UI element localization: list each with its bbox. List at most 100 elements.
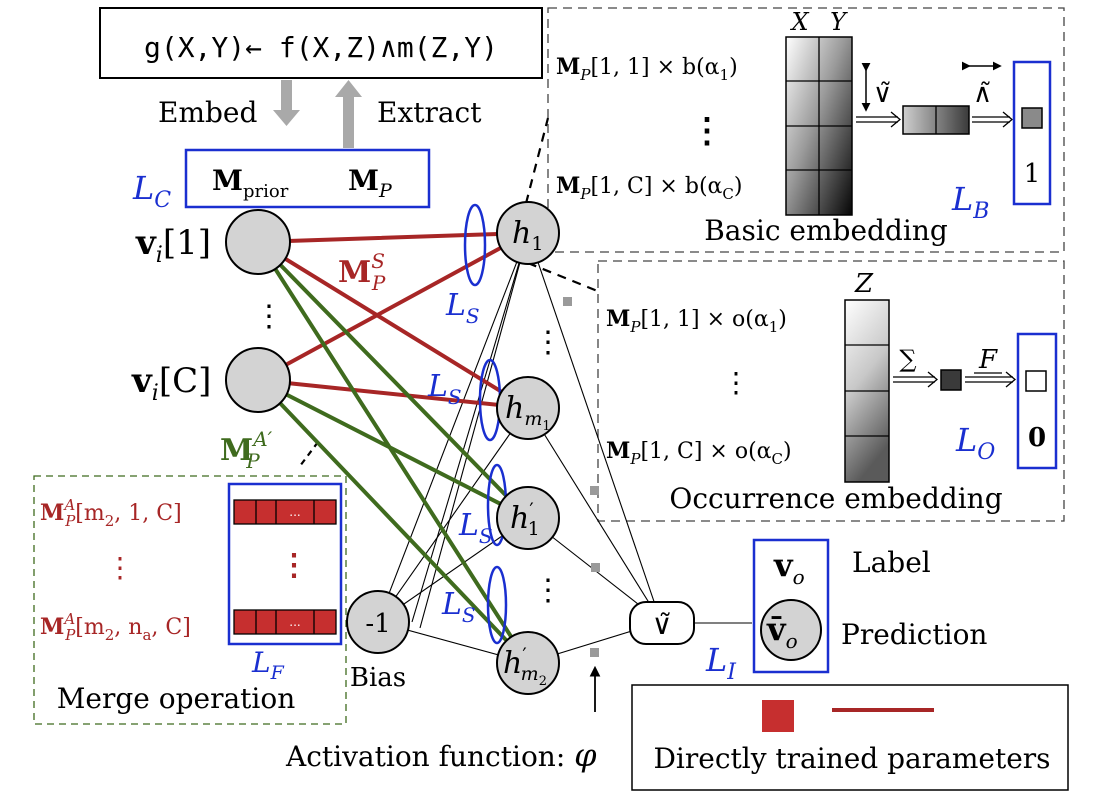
basic-and-symbol: ∧̃ [973,79,992,109]
occ-sum-square [940,369,962,391]
occ-row-c: MP[1, C] × o(αC) [606,438,792,468]
basic-col-y: Y [830,8,848,36]
lb-box [1012,60,1052,206]
legend-red-square [762,700,794,732]
m-prior: Mprior [212,164,289,202]
m-p: MP [348,164,393,202]
occ-col-z: Z [854,269,874,299]
occ-sum-symbol: ∑ [899,345,916,373]
lc-box [184,148,431,209]
hidden-vdots-2: ⋮ [533,573,563,608]
basic-embedding-box [547,7,1065,253]
hidden-node-h1p [496,486,560,550]
output-vo-bar: v̄o [766,610,798,653]
basic-col-x: X [789,8,809,36]
basic-row-c: MP[1, C] × b(αC) [556,173,742,203]
ls-ellipse-4 [486,565,508,645]
occ-vdots: ⋮ [722,366,750,399]
activation-square-4 [590,648,599,657]
basic-flow-2 [972,111,1014,128]
occ-output-value: 0 [1028,423,1046,453]
hidden-label-hm2: h′ m2 [503,644,547,689]
label-lf: LF [251,646,285,684]
output-or-symbol: ∨̃ [652,608,673,641]
output-or-node [629,601,695,645]
embed-arrow [273,80,300,126]
basic-or-symbol: ∨̃ [873,79,892,109]
lo-box [1016,332,1058,470]
occ-f-symbol: F [978,345,998,375]
occ-output-square [1025,370,1047,392]
legend-box [631,684,1069,791]
zoom-line-merge [299,441,319,467]
rule-text: g(X,Y)← f(X,Z)∧m(Z,Y) [144,31,498,64]
input-vdots: ⋮ [254,299,284,334]
ma-parameter-lines [256,240,530,665]
activation-markers [563,297,600,657]
label-li: LI [705,641,737,685]
label-ls-2: LS [427,369,462,409]
hidden-label-h1: h1 [512,216,543,255]
activation-square-3 [591,563,600,572]
occ-flow-2 [965,371,1017,388]
merge-row-1: MA P[m2, 1, C] [40,496,182,530]
hidden-label-hm1: hm1 [505,391,551,434]
occ-matrix [844,299,890,483]
merge-operation-box [33,475,347,725]
ms-parameter-lines [256,231,530,410]
merge-vdots: ⋮ [106,551,134,584]
occ-flow-1 [893,371,939,388]
merge-bar-top: ... [233,499,337,525]
basic-output-square [1021,107,1043,129]
label-ls-3: LS [458,508,493,548]
activation-square-2 [590,486,599,495]
bias-label: Bias [350,663,406,693]
prediction-node [760,599,822,661]
occ-row-1: MP[1, 1] × o(α1) [606,306,787,336]
input-label-vC: vi[C] [131,361,211,406]
input-node-v1 [225,209,291,275]
merge-bar-top-ellipsis: ... [289,505,300,519]
label-ls-1: LS [445,288,480,328]
rule-box [99,7,543,79]
basic-row-1: MP[1, 1] × b(α1) [556,54,738,84]
basic-vector [902,105,970,135]
basic-output-value: 1 [1024,159,1041,189]
extract-arrow [335,80,362,148]
hidden-node-hm1 [496,376,560,440]
hidden-label-h1p: h′ 1 [510,499,540,540]
output-vo: vo [773,546,805,589]
output-label-text: Label [852,546,931,579]
label-lc: LC [132,169,171,213]
legend-text: Directly trained parameters [653,742,1050,775]
label-lb: LB [951,180,989,224]
label-ls-4: LS [441,587,476,627]
label-lo: LO [955,421,995,465]
hidden-node-hm2 [496,631,560,695]
basic-title: Basic embedding [704,214,948,247]
output-prediction-text: Prediction [841,618,987,651]
basic-vdots: ⋮ [690,111,724,151]
input-label-v1: vi[1] [135,223,211,268]
input-node-vC [225,347,291,413]
merge-row-n: MA P[m2, na, C] [40,610,191,644]
bias-node [346,590,410,654]
basic-flow-1 [856,111,902,128]
activation-square-1 [563,297,572,306]
merge-bar-bottom: ... [233,609,337,635]
merge-bar-bottom-ellipsis: ... [289,615,300,629]
activation-label: Activation function: φ [285,736,597,774]
occurrence-title: Occurrence embedding [669,482,1002,515]
embed-label: Embed [158,96,257,129]
bias-value: -1 [365,609,390,639]
param-label-mpa: MA′ P [220,427,273,473]
hidden-vdots-1: ⋮ [533,325,563,360]
basic-matrix [785,36,853,216]
occurrence-embedding-box [597,260,1065,522]
merge-bar-vdots: ⋮ [279,548,309,583]
hidden-node-h1 [496,201,560,265]
extract-label: Extract [377,96,482,129]
merge-title: Merge operation [57,682,296,715]
param-label-mps: MS P [338,249,386,295]
